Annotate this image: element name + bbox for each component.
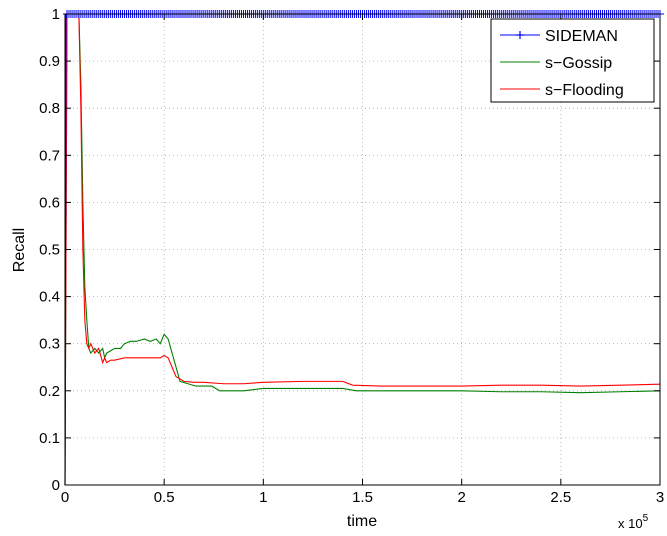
y-tick-label: 0.6 [39, 194, 60, 211]
legend-gossip-label: s−Gossip [545, 55, 612, 72]
legend: SIDEMAN s−Gossip s−Flooding [490, 18, 655, 103]
y-axis-label: Recall [11, 228, 28, 272]
y-tick-label: 0.5 [39, 242, 60, 259]
x-tick-label: 2 [457, 489, 465, 506]
x-exponent-power: 5 [643, 513, 649, 524]
y-tick-label: 0.2 [39, 383, 60, 400]
x-tick-label: 2.5 [550, 489, 571, 506]
legend-sideman-label: SIDEMAN [545, 28, 618, 45]
legend-sideman-marker [516, 31, 524, 39]
x-tick-label: 1 [259, 489, 267, 506]
y-tick-label: 1 [52, 6, 60, 23]
y-tick-label: 0.8 [39, 100, 60, 117]
y-tick-label: 0 [52, 477, 60, 494]
legend-flooding-label: s−Flooding [545, 82, 624, 99]
x-tick-label: 1.5 [352, 489, 373, 506]
axis-ticks: 0 0.5 1 1.5 2 2.5 3 0 0.1 0.2 0.3 0.4 0.5 0.6 0.7 0.8 0.… [39, 6, 664, 506]
y-tick-label: 0.9 [39, 53, 60, 70]
legend-box [490, 18, 655, 103]
y-tick-label: 0.4 [39, 289, 60, 306]
x-exponent-base: x 10 [618, 516, 643, 531]
x-tick-label: 3 [656, 489, 664, 506]
y-tick-label: 0.3 [39, 336, 60, 353]
x-tick-label: 0 [61, 489, 69, 506]
x-tick-label: 0.5 [154, 489, 175, 506]
y-tick-label: 0.1 [39, 430, 60, 447]
series-line-s-flooding [64, 13, 661, 486]
y-tick-label: 0.7 [39, 147, 60, 164]
x-exponent-label: x 105 [618, 513, 649, 531]
series-line-s-gossip [64, 13, 661, 486]
x-axis-label: time [347, 513, 377, 530]
grid-lines [65, 14, 660, 485]
